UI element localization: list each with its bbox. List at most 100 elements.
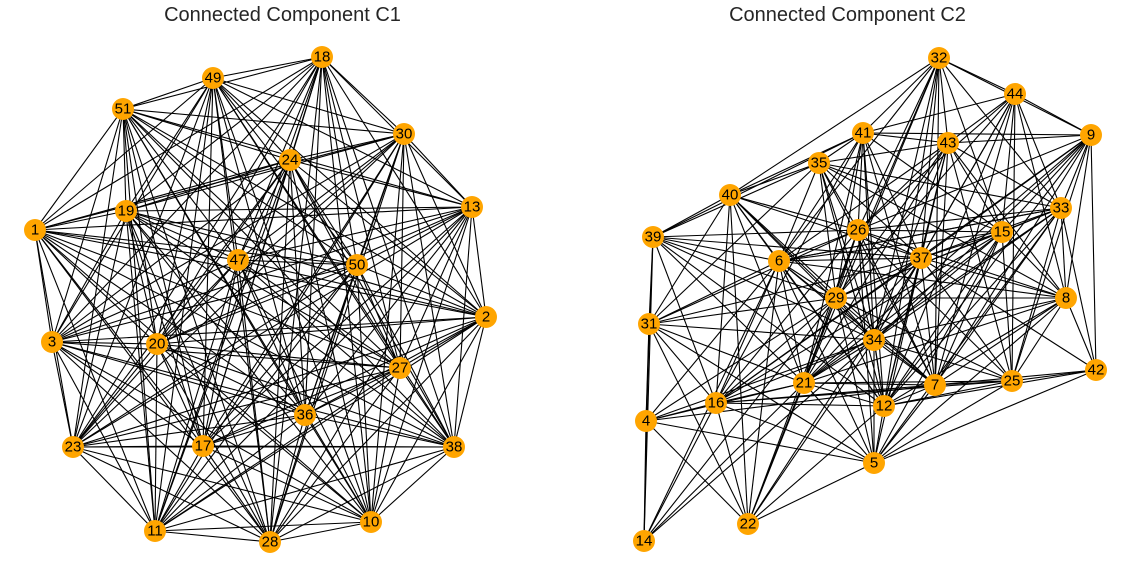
node-23: 23 xyxy=(62,436,84,458)
edge-34-7 xyxy=(873,339,936,386)
edge-17-19 xyxy=(125,210,204,447)
edge-26-7 xyxy=(857,229,936,386)
node-label: 9 xyxy=(1087,127,1095,144)
edge-20-30 xyxy=(156,133,405,345)
node-label: 29 xyxy=(828,290,845,307)
edge-35-33 xyxy=(818,162,1062,209)
edge-43-15 xyxy=(947,142,1003,233)
edge-2-30 xyxy=(403,133,487,318)
edge-34-16 xyxy=(715,339,875,404)
edge-38-47 xyxy=(237,259,455,448)
edge-1-28 xyxy=(34,229,271,543)
node-15: 15 xyxy=(991,221,1013,243)
edge-20-24 xyxy=(156,159,291,345)
edge-35-29 xyxy=(818,162,837,299)
edge-33-7 xyxy=(934,207,1062,386)
edge-3-19 xyxy=(51,210,127,343)
node-circle xyxy=(1050,197,1072,219)
node-circle xyxy=(461,196,483,218)
node-circle xyxy=(389,357,411,379)
edge-23-51 xyxy=(72,108,124,448)
panel-title-c1: Connected Component C1 xyxy=(164,4,401,26)
edge-39-16 xyxy=(652,236,717,404)
edge-36-49 xyxy=(212,77,306,416)
node-47: 47 xyxy=(227,249,249,271)
edge-28-36 xyxy=(269,414,306,543)
node-circle xyxy=(937,132,959,154)
edge-36-38 xyxy=(304,414,455,448)
node-circle xyxy=(475,306,497,328)
edge-3-47 xyxy=(51,259,239,343)
edge-41-26 xyxy=(857,132,864,231)
node-21: 21 xyxy=(793,372,815,394)
edge-6-37 xyxy=(778,257,922,262)
edge-20-36 xyxy=(156,343,306,416)
node-circle xyxy=(311,46,333,68)
node-label: 4 xyxy=(642,413,650,430)
edge-21-16 xyxy=(715,382,805,404)
edge-28-49 xyxy=(212,77,271,543)
edge-30-51 xyxy=(122,108,405,135)
edge-41-34 xyxy=(862,132,875,341)
edge-43-21 xyxy=(803,142,949,384)
node-circle xyxy=(847,219,869,241)
edge-40-26 xyxy=(729,194,859,231)
nodes-group: 4 5 6 7 8 9 12 14 15 16 21 22 25 26 29 31 32 33 34 35 37 39 40… xyxy=(633,47,1107,552)
node-44: 44 xyxy=(1004,83,1026,105)
node-circle xyxy=(259,531,281,553)
node-label: 39 xyxy=(645,229,662,246)
edge-19-28 xyxy=(125,210,271,543)
edge-28-30 xyxy=(269,133,405,543)
node-circle xyxy=(863,452,885,474)
edge-31-40 xyxy=(648,194,731,325)
edge-49-50 xyxy=(212,77,358,266)
node-8: 8 xyxy=(1055,287,1077,309)
edge-21-8 xyxy=(803,297,1067,384)
edge-13-24 xyxy=(289,159,473,208)
edge-41-9 xyxy=(862,132,1092,136)
edge-34-25 xyxy=(873,339,1013,382)
node-25: 25 xyxy=(1001,370,1023,392)
node-circle xyxy=(768,250,790,272)
node-label: 36 xyxy=(297,407,314,424)
edge-6-15 xyxy=(778,231,1003,262)
edge-23-36 xyxy=(72,414,306,448)
edge-10-28 xyxy=(269,521,372,543)
node-24: 24 xyxy=(279,149,301,171)
edge-27-51 xyxy=(122,108,401,369)
edge-24-51 xyxy=(122,108,291,161)
edge-10-38 xyxy=(370,446,455,523)
edge-41-12 xyxy=(862,132,885,407)
edge-23-27 xyxy=(72,367,401,448)
edge-3-11 xyxy=(51,341,156,532)
edge-10-20 xyxy=(156,343,372,523)
edge-3-23 xyxy=(51,341,74,448)
edge-11-18 xyxy=(154,56,323,532)
edge-33-34 xyxy=(873,207,1062,341)
node-2: 2 xyxy=(475,306,497,328)
node-circle xyxy=(719,184,741,206)
edge-30-50 xyxy=(356,133,405,266)
edge-24-49 xyxy=(212,77,291,161)
edge-32-21 xyxy=(803,57,940,384)
edge-20-51 xyxy=(122,108,158,345)
edge-1-18 xyxy=(34,56,323,231)
edge-31-26 xyxy=(648,229,859,325)
node-label: 50 xyxy=(349,257,366,274)
node-51: 51 xyxy=(112,98,134,120)
node-circle xyxy=(793,372,815,394)
node-label: 18 xyxy=(314,49,331,66)
edge-11-24 xyxy=(154,159,291,532)
edge-2-20 xyxy=(156,316,487,345)
node-circle xyxy=(146,333,168,355)
edge-33-26 xyxy=(857,207,1062,231)
node-label: 11 xyxy=(147,523,163,540)
edge-19-27 xyxy=(125,210,401,369)
node-43: 43 xyxy=(937,132,959,154)
edge-41-32 xyxy=(862,57,940,134)
node-circle xyxy=(924,374,946,396)
node-circle xyxy=(1085,359,1107,381)
edge-26-16 xyxy=(715,229,859,404)
node-label: 51 xyxy=(115,101,132,118)
edge-35-15 xyxy=(818,162,1003,233)
